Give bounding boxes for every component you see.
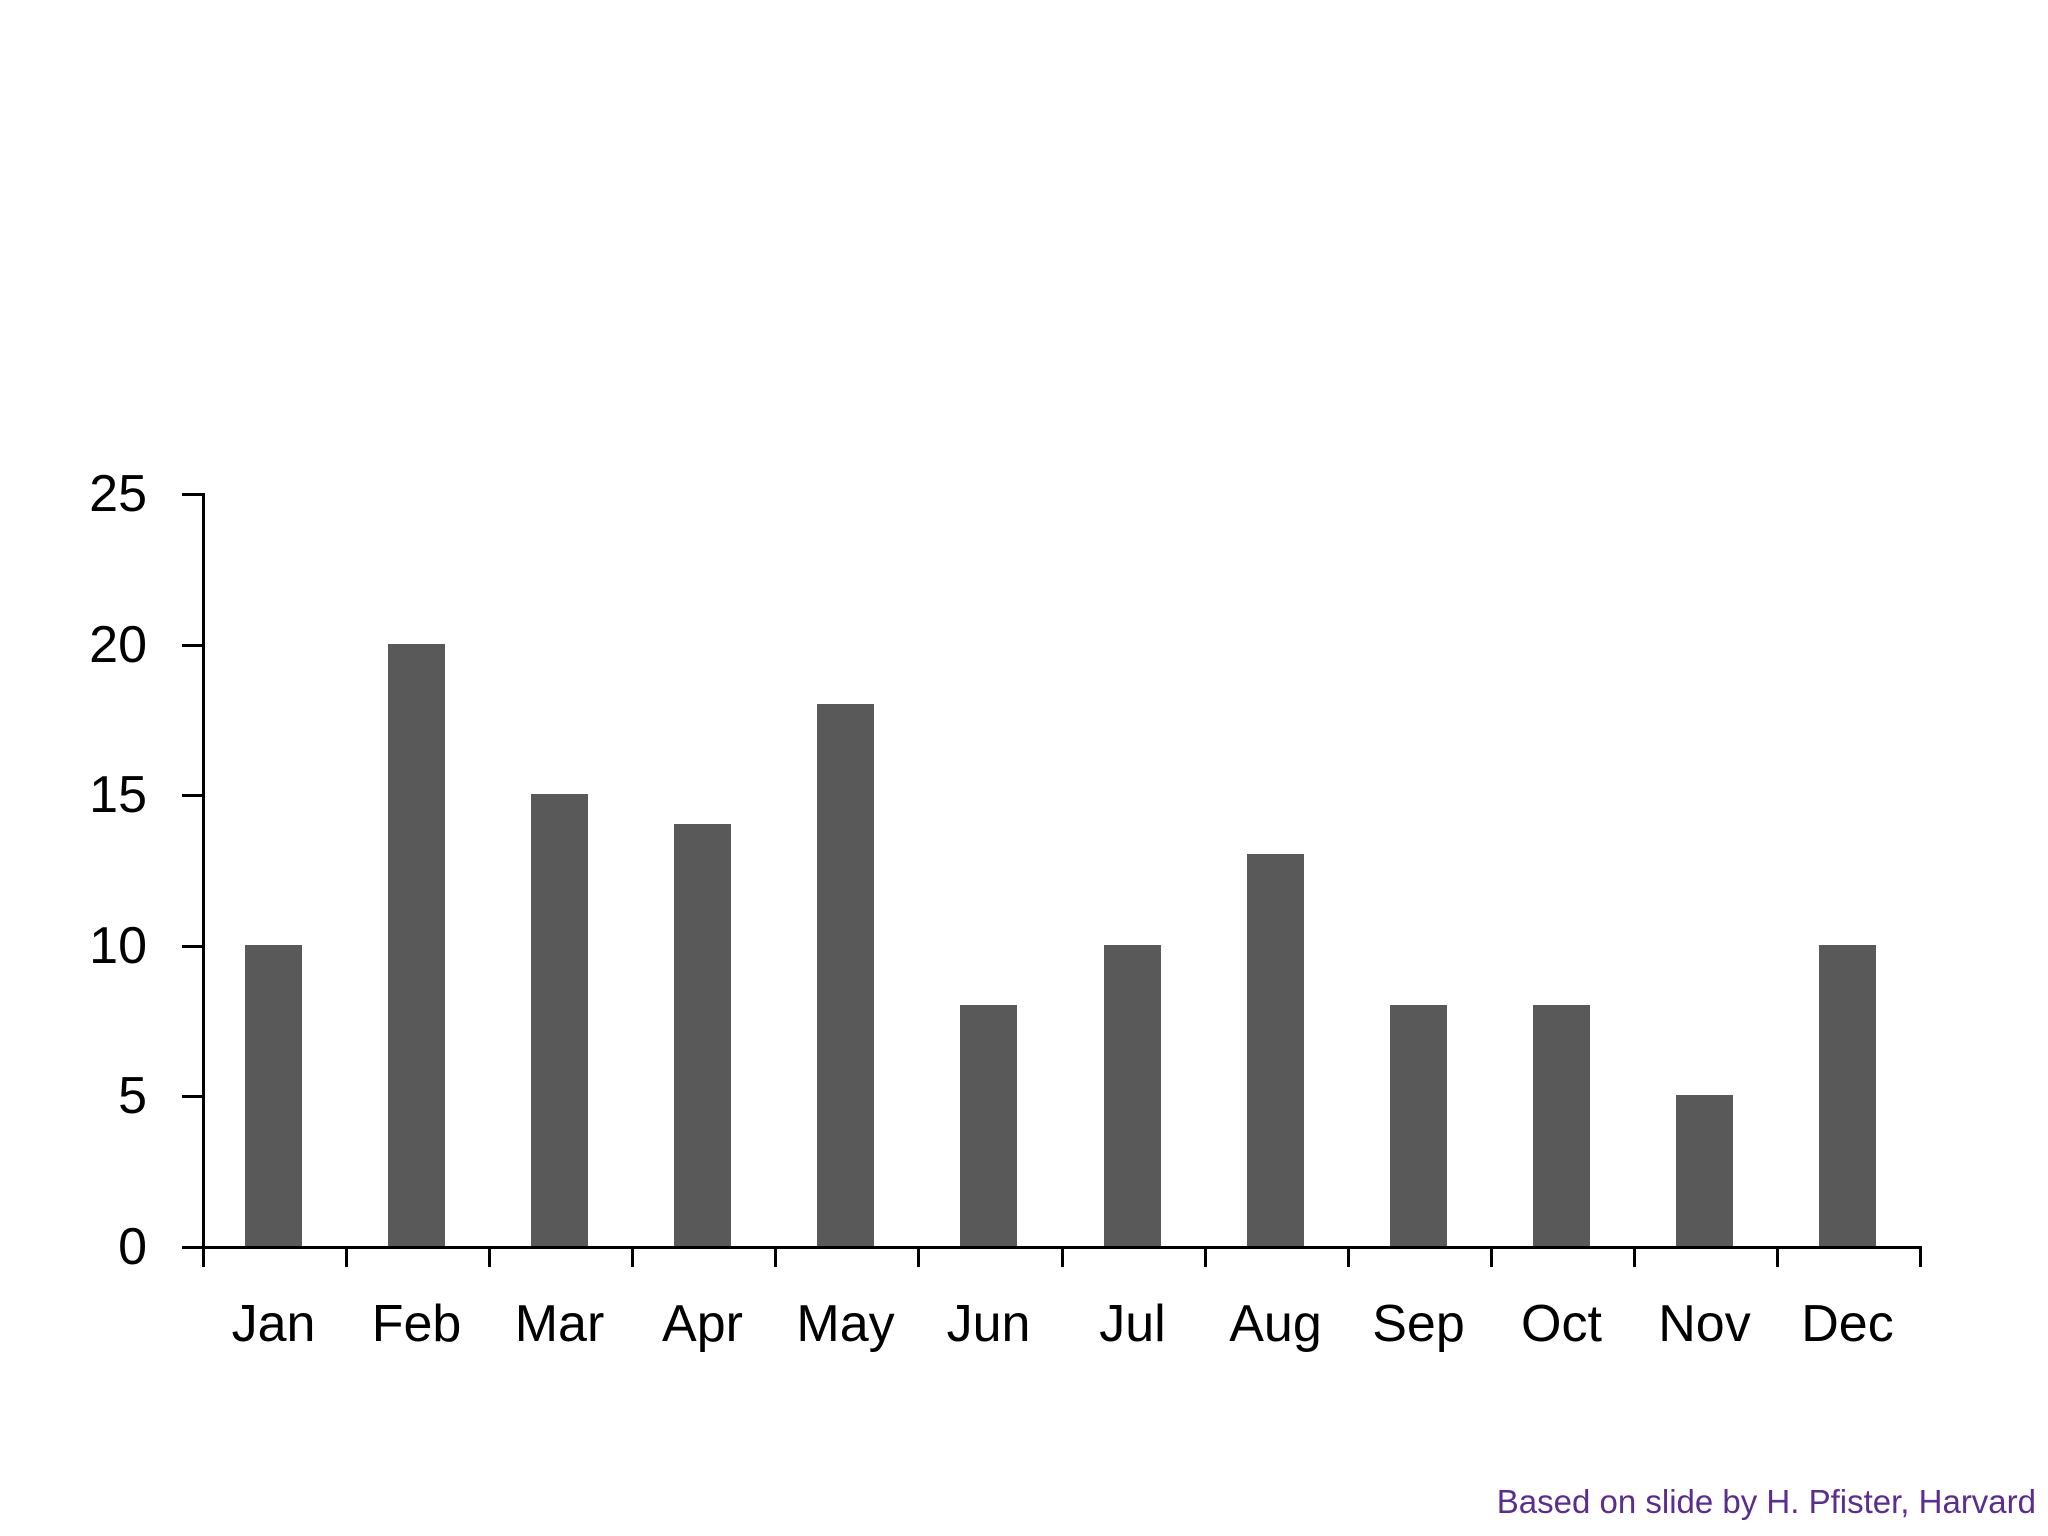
- bar-jan: [245, 945, 302, 1246]
- attribution-text: Based on slide by H. Pfister, Harvard: [1496, 1483, 2036, 1520]
- x-tick-label: May: [796, 1295, 895, 1353]
- y-tick-label: 15: [89, 766, 147, 825]
- x-tick: [1919, 1249, 1922, 1267]
- x-tick: [1489, 1249, 1493, 1267]
- x-tick: [202, 1249, 205, 1267]
- x-tick-label: Oct: [1521, 1295, 1602, 1353]
- x-tick-label: Nov: [1658, 1295, 1751, 1353]
- bar-dec: [1819, 945, 1876, 1246]
- y-tick-label: 0: [118, 1218, 147, 1276]
- y-tick: [182, 1246, 202, 1249]
- x-tick: [1060, 1249, 1064, 1267]
- bar-feb: [388, 644, 445, 1246]
- x-tick-label: Jan: [231, 1295, 316, 1353]
- x-axis-line: [202, 1246, 1922, 1249]
- x-tick: [1632, 1249, 1636, 1267]
- bar-may: [817, 704, 874, 1246]
- y-tick: [182, 493, 202, 496]
- x-tick-label: Apr: [662, 1295, 743, 1353]
- x-tick: [1775, 1249, 1779, 1267]
- bar-apr: [674, 824, 731, 1246]
- y-tick: [182, 944, 202, 948]
- x-tick-label: Sep: [1372, 1295, 1465, 1353]
- y-tick: [182, 643, 202, 647]
- bar-sep: [1390, 1005, 1447, 1246]
- x-tick: [631, 1249, 635, 1267]
- bar-oct: [1533, 1005, 1590, 1246]
- bar-jul: [1104, 945, 1161, 1246]
- x-tick-label: Dec: [1801, 1295, 1894, 1353]
- y-tick-label: 10: [89, 916, 147, 975]
- y-tick: [182, 794, 202, 798]
- x-tick: [1203, 1249, 1207, 1267]
- x-tick-label: Aug: [1229, 1295, 1322, 1353]
- y-tick-label: 5: [118, 1067, 147, 1126]
- bar-jun: [960, 1005, 1017, 1246]
- bar-nov: [1676, 1095, 1733, 1246]
- x-tick-label: Mar: [514, 1295, 605, 1353]
- y-tick: [182, 1095, 202, 1099]
- bar-aug: [1247, 854, 1304, 1246]
- y-tick-label: 20: [89, 615, 147, 674]
- x-tick: [917, 1249, 921, 1267]
- y-tick-label: 25: [89, 465, 147, 523]
- x-tick-label: Feb: [371, 1295, 462, 1353]
- x-tick: [1346, 1249, 1350, 1267]
- x-tick: [774, 1249, 778, 1267]
- bar-mar: [531, 794, 588, 1246]
- x-tick: [345, 1249, 349, 1267]
- x-tick-label: Jul: [1099, 1295, 1166, 1353]
- y-axis-line: [202, 493, 205, 1246]
- x-tick: [488, 1249, 492, 1267]
- x-tick-label: Jun: [946, 1295, 1031, 1353]
